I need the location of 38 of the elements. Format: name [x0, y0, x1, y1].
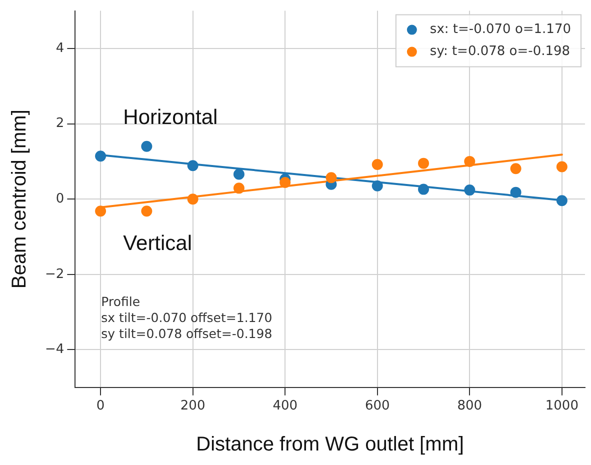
point: [556, 161, 568, 172]
point: [510, 186, 522, 198]
y-tick-label: −2: [44, 266, 64, 282]
point: [326, 172, 337, 184]
y-tick-label: −4: [44, 342, 64, 358]
point: [95, 150, 106, 162]
x-tick-label: 200: [180, 398, 206, 414]
x-tick-label: 1000: [545, 398, 578, 414]
point: [233, 182, 244, 194]
legend-label: sx: t=-0.070 o=1.170: [430, 22, 572, 38]
y-tick-label: 4: [56, 40, 64, 56]
point: [418, 184, 430, 195]
annotation: Profile sx tilt=-0.070 offset=1.170 sy tilt=0.078 offset=-0.198: [101, 294, 272, 341]
point: [510, 163, 522, 174]
point: [187, 160, 198, 172]
annotation: Vertical: [123, 232, 192, 255]
x-tick-label: 800: [457, 398, 482, 414]
point: [372, 158, 383, 170]
annotation: Horizontal: [123, 106, 218, 129]
point: [141, 206, 152, 217]
y-axis-title: Beam centroid [mm]: [8, 110, 31, 289]
point: [556, 195, 568, 206]
x-tick-label: 400: [272, 398, 298, 414]
point: [141, 140, 152, 152]
point: [464, 184, 476, 196]
point: [372, 180, 383, 192]
legend-label: sy: t=0.078 o=-0.198: [430, 44, 570, 60]
point: [418, 158, 430, 169]
x-tick-label: 0: [96, 398, 105, 414]
point: [280, 177, 291, 188]
x-axis-title: Distance from WG outlet [mm]: [196, 434, 464, 456]
point: [233, 168, 244, 180]
point: [187, 194, 198, 205]
point: [95, 206, 106, 217]
point: [464, 156, 476, 167]
y-tick-label: 0: [56, 191, 64, 206]
x-tick-label: 600: [364, 398, 390, 414]
y-tick-label: 2: [56, 116, 64, 132]
